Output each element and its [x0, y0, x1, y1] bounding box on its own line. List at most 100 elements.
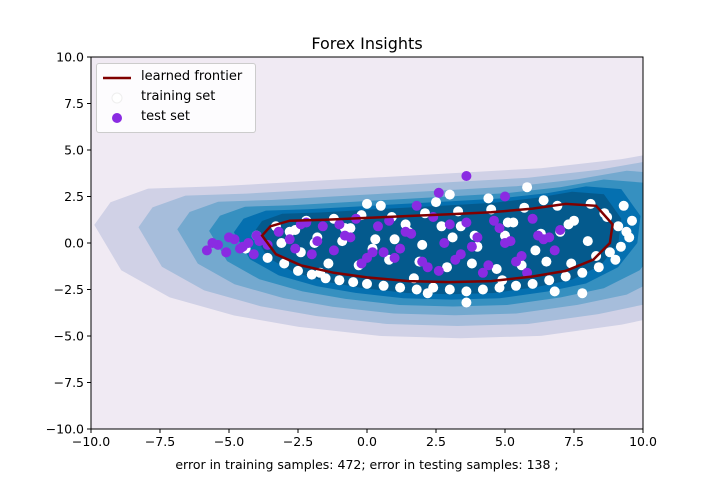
- test-point: [489, 215, 499, 226]
- training-point: [585, 198, 596, 209]
- test-point: [237, 241, 248, 252]
- training-point: [610, 254, 621, 265]
- y-tick-label: 10.0: [56, 50, 84, 65]
- training-point: [577, 288, 588, 299]
- training-point: [491, 264, 502, 274]
- training-point: [522, 182, 533, 193]
- training-point: [262, 252, 273, 263]
- test-point: [433, 265, 444, 276]
- legend-test-swatch: [112, 113, 122, 123]
- x-tick-label: 2.5: [426, 434, 446, 449]
- y-tick-label: −5.0: [54, 329, 84, 344]
- legend-item-training: training set: [97, 88, 255, 108]
- test-point: [511, 256, 521, 267]
- training-point: [549, 286, 560, 297]
- training-point: [519, 202, 530, 213]
- x-tick-label: 7.5: [564, 434, 584, 449]
- legend-label-training: training set: [141, 89, 216, 104]
- training-point: [389, 234, 400, 245]
- test-point: [273, 226, 284, 237]
- x-tick-label: −2.5: [283, 434, 313, 449]
- test-point: [306, 249, 317, 260]
- test-point: [500, 191, 510, 202]
- training-point: [279, 258, 290, 269]
- x-tick-label: 5.0: [495, 434, 515, 449]
- test-point: [428, 212, 439, 222]
- training-point: [411, 284, 422, 295]
- training-point: [417, 239, 428, 250]
- training-point: [477, 284, 488, 295]
- training-point: [362, 198, 372, 209]
- legend-label-frontier: learned frontier: [141, 69, 243, 84]
- test-point: [221, 247, 232, 258]
- training-point: [444, 284, 455, 295]
- training-point: [348, 277, 359, 288]
- training-point: [508, 217, 519, 228]
- test-point: [389, 252, 400, 263]
- test-point: [207, 238, 218, 248]
- test-point: [527, 213, 538, 224]
- training-point: [560, 271, 571, 282]
- legend-item-frontier: learned frontier: [97, 68, 255, 88]
- x-tick-label: 0.0: [357, 434, 377, 449]
- test-point: [472, 232, 483, 243]
- training-point: [431, 197, 441, 208]
- training-point: [483, 193, 494, 204]
- test-point: [544, 232, 555, 243]
- test-point: [411, 200, 422, 211]
- training-point: [577, 267, 588, 278]
- y-tick-label: 2.5: [64, 189, 84, 204]
- training-point: [345, 223, 356, 234]
- training-point: [400, 219, 411, 230]
- test-point: [312, 236, 323, 247]
- training-point: [375, 200, 386, 211]
- test-point: [461, 217, 472, 228]
- x-tick-label: −5.0: [214, 434, 244, 449]
- training-point: [511, 280, 521, 291]
- test-point: [284, 234, 295, 245]
- training-point: [442, 262, 452, 273]
- test-point: [455, 249, 466, 260]
- test-point: [466, 241, 477, 252]
- x-tick-label: 10.0: [629, 434, 657, 449]
- y-tick-label: 5.0: [64, 143, 84, 158]
- legend-line-swatch: [103, 76, 131, 80]
- training-point: [593, 262, 604, 273]
- training-point: [541, 256, 552, 267]
- test-point: [378, 247, 389, 258]
- test-point: [500, 238, 510, 248]
- test-point: [433, 187, 444, 198]
- test-point: [477, 267, 488, 278]
- training-point: [615, 241, 626, 252]
- legend-label-test: test set: [141, 109, 190, 124]
- test-point: [439, 238, 450, 248]
- training-point: [370, 234, 381, 245]
- x-axis-label: error in training samples: 472; error in…: [175, 457, 559, 472]
- x-tick-label: −7.5: [145, 434, 175, 449]
- learned-frontier-line: [260, 202, 614, 284]
- legend-item-test: test set: [97, 108, 255, 128]
- test-point: [422, 262, 433, 273]
- training-point: [527, 278, 538, 289]
- test-point: [549, 245, 560, 256]
- training-point: [466, 258, 477, 269]
- y-tick-label: −2.5: [54, 282, 84, 297]
- test-point: [334, 219, 345, 230]
- training-point: [613, 221, 624, 232]
- training-point: [604, 247, 615, 258]
- training-point: [544, 275, 555, 286]
- x-tick-label: −10.0: [72, 434, 110, 449]
- test-point: [555, 225, 566, 235]
- training-point: [461, 297, 472, 308]
- training-point: [447, 232, 458, 243]
- legend-training-swatch: [111, 92, 123, 104]
- test-point: [461, 171, 472, 181]
- training-point: [621, 226, 632, 237]
- training-point: [293, 265, 303, 276]
- test-point: [224, 232, 234, 243]
- training-point: [538, 195, 549, 206]
- training-point: [334, 275, 345, 286]
- training-point: [627, 215, 637, 226]
- test-point: [494, 223, 505, 234]
